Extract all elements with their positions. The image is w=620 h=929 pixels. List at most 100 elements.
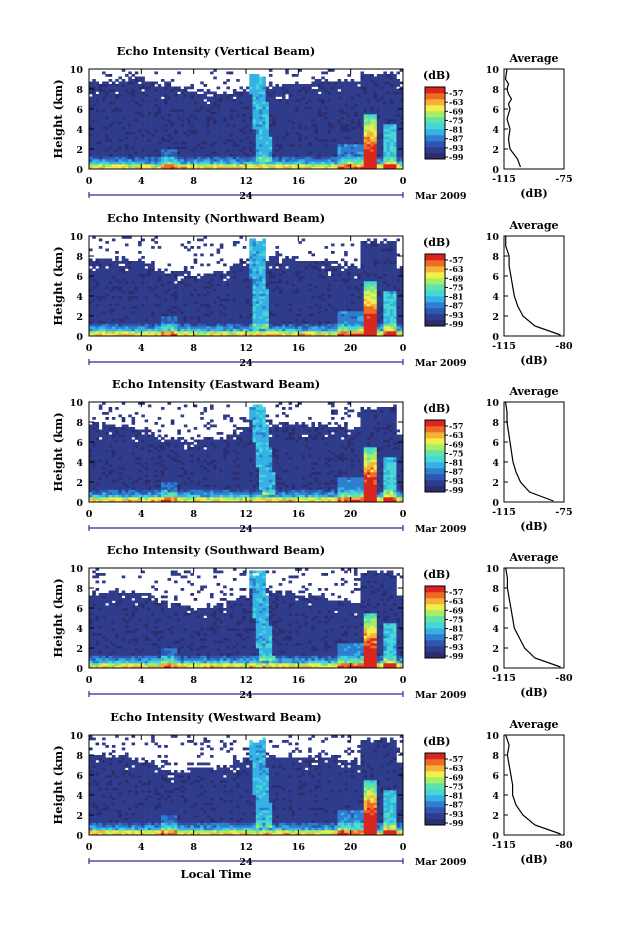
heatmap-cell: [252, 308, 257, 312]
heatmap-cell: [89, 136, 93, 140]
heatmap-cell: [295, 99, 299, 102]
heatmap-cell: [124, 129, 129, 132]
heatmap-cell: [308, 91, 312, 95]
heatmap-cell: [105, 139, 109, 142]
heatmap-cell: [141, 154, 145, 157]
heatmap-cell: [180, 116, 185, 120]
average-y-tick-label: 8: [492, 85, 499, 96]
heatmap-cell: [242, 146, 247, 150]
heatmap-cell: [167, 281, 172, 284]
heatmap-cell: [324, 139, 329, 142]
heatmap-cell: [291, 124, 296, 127]
heatmap-cell: [393, 109, 397, 112]
heatmap-cell: [167, 119, 172, 122]
colorbar-swatch: [425, 117, 445, 124]
heatmap-cell: [232, 291, 237, 294]
heatmap-cell: [102, 126, 106, 130]
heatmap-cell: [285, 89, 289, 92]
heatmap-cell: [340, 121, 345, 125]
heatmap-cell: [160, 144, 165, 147]
heatmap-cell: [383, 126, 387, 130]
heatmap-cell: [144, 111, 149, 115]
heatmap-cell: [98, 301, 103, 304]
heatmap-cell: [259, 146, 263, 150]
heatmap-cell: [268, 141, 273, 145]
heatmap-cell: [200, 109, 204, 112]
heatmap-cell: [219, 151, 224, 155]
heatmap-cell: [213, 293, 217, 297]
heatmap-cell: [147, 106, 152, 110]
heatmap-cell: [190, 124, 194, 127]
heatmap-cell: [334, 101, 338, 105]
heatmap-cell: [124, 328, 129, 332]
heatmap-cell: [347, 106, 351, 110]
heatmap-cell: [350, 166, 355, 170]
heatmap-cell: [357, 144, 361, 147]
heatmap-cell: [347, 136, 351, 140]
heatmap-cell: [232, 121, 237, 125]
heatmap-cell: [118, 116, 123, 120]
heatmap-cell: [232, 151, 237, 155]
heatmap-cell: [399, 144, 404, 147]
heatmap-cell: [285, 156, 289, 160]
heatmap-cell: [203, 141, 208, 145]
heatmap-cell: [353, 134, 358, 137]
heatmap-cell: [210, 326, 214, 329]
heatmap-cell: [301, 91, 306, 95]
heatmap-cell: [327, 69, 332, 72]
heatmap-cell: [340, 124, 345, 127]
heatmap-cell: [95, 313, 100, 317]
heatmap-cell: [203, 119, 208, 122]
heatmap-cell: [89, 288, 93, 292]
heatmap-cell: [327, 139, 332, 142]
heatmap-cell: [89, 268, 93, 272]
heatmap-cell: [304, 124, 309, 127]
heatmap-cell: [115, 251, 119, 254]
heatmap-cell: [314, 84, 319, 87]
heatmap-cell: [344, 141, 348, 145]
heatmap-cell: [295, 96, 299, 100]
heatmap-cell: [242, 101, 247, 105]
heatmap-cell: [219, 331, 224, 334]
heatmap-cell: [376, 154, 381, 157]
heatmap-cell: [295, 146, 299, 150]
heatmap-cell: [272, 86, 276, 90]
heatmap-cell: [105, 134, 109, 137]
heatmap-cell: [242, 149, 247, 152]
heatmap-cell: [92, 159, 96, 162]
heatmap-cell: [386, 136, 391, 140]
heatmap-cell: [177, 159, 181, 162]
heatmap-cell: [115, 111, 119, 115]
heatmap-cell: [196, 296, 201, 299]
heatmap-cell: [360, 136, 365, 140]
heatmap-cell: [350, 126, 355, 130]
heatmap-cell: [174, 333, 178, 337]
heatmap-cell: [219, 296, 224, 299]
heatmap-cell: [304, 114, 309, 117]
heatmap-cell: [262, 101, 266, 105]
heatmap-cell: [147, 316, 152, 319]
heatmap-cell: [105, 111, 109, 115]
heatmap-cell: [141, 136, 145, 140]
heatmap-cell: [314, 106, 319, 110]
heatmap-cell: [331, 139, 335, 142]
heatmap-cell: [210, 136, 214, 140]
heatmap-cell: [216, 164, 221, 167]
heatmap-cell: [232, 101, 237, 105]
heatmap-cell: [118, 281, 123, 284]
heatmap-cell: [259, 84, 263, 87]
heatmap-cell: [389, 81, 394, 85]
heatmap-cell: [102, 116, 106, 120]
heatmap-cell: [111, 283, 116, 287]
heatmap-cell: [134, 101, 139, 105]
heatmap-cell: [180, 134, 185, 137]
heatmap-cell: [95, 156, 100, 160]
heatmap-cell: [229, 141, 234, 145]
heatmap-cell: [226, 333, 230, 337]
heatmap-cell: [121, 111, 126, 115]
heatmap-cell: [239, 131, 244, 135]
heatmap-cell: [344, 161, 348, 165]
heatmap-cell: [147, 129, 152, 132]
heatmap-cell: [301, 156, 306, 160]
heatmap-cell: [259, 141, 263, 145]
